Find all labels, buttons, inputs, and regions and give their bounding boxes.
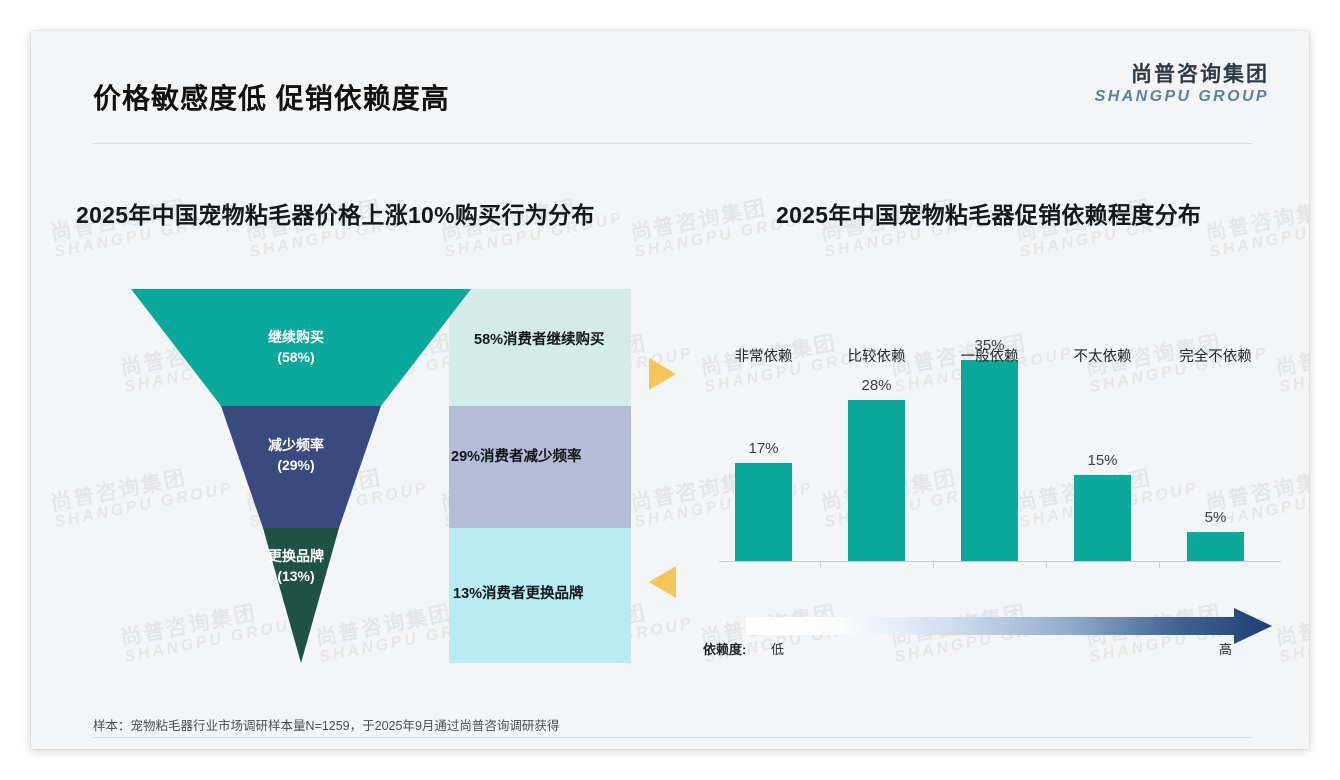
bar-category-label: 比较依赖 xyxy=(847,349,906,365)
logo-chinese-text: 尚普咨询集团 xyxy=(1131,63,1269,86)
bar-rect[interactable] xyxy=(735,463,792,561)
bar-value-label: 15% xyxy=(1087,452,1118,469)
bar-rect[interactable] xyxy=(848,400,905,561)
legend-low-label: 低 xyxy=(771,642,785,657)
page-title: 价格敏感度低 促销依赖度高 xyxy=(93,83,450,114)
bar-rect[interactable] xyxy=(961,360,1018,561)
gradient-arrow-shape xyxy=(746,608,1272,644)
slide-header: 价格敏感度低 促销依赖度高 尚普咨询集团 SHANGPU GROUP xyxy=(31,31,1309,144)
dependency-gradient-legend: 依赖度: 低 高 xyxy=(691,591,1301,681)
bar-column: 35% 一般依赖 xyxy=(947,331,1032,561)
gradient-arrow-svg xyxy=(746,608,1272,644)
bar-rect[interactable] xyxy=(1074,475,1131,561)
bar-category-label: 非常依赖 xyxy=(734,349,793,365)
legend-high-label: 高 xyxy=(1219,642,1233,657)
bar-value-label: 28% xyxy=(861,377,892,394)
bar-column: 15% 不太依赖 xyxy=(1060,331,1145,561)
bar-category-label: 完全不依赖 xyxy=(1179,349,1252,365)
dependency-bar-chart: 17% 非常依赖 28% 比较依赖 35% 一般依赖 15% 不太依赖 5% 完全不依赖 xyxy=(691,241,1301,621)
arrow-left-icon xyxy=(649,566,676,598)
axis-tick xyxy=(820,562,821,568)
funnel-panel-0 xyxy=(449,289,631,406)
funnel-segment-0 xyxy=(131,289,471,406)
axis-tick xyxy=(933,562,934,568)
funnel-chart: 继续购买 (58%) 减少频率 (29%) 更换品牌 (13%) 58%消费者继… xyxy=(31,31,676,749)
arrow-right-icon xyxy=(649,358,676,390)
bar-column: 17% 非常依赖 xyxy=(721,331,806,561)
right-chart-title: 2025年中国宠物粘毛器促销依赖程度分布 xyxy=(776,202,1202,228)
bar-value-label: 5% xyxy=(1204,509,1227,526)
axis-tick xyxy=(1046,562,1047,568)
bar-rect[interactable] xyxy=(1187,532,1244,561)
funnel-panel-2 xyxy=(449,528,631,663)
logo-english-text: SHANGPU GROUP xyxy=(1094,88,1269,106)
footer-divider xyxy=(93,737,1253,738)
sample-note: 样本：宠物粘毛器行业市场调研样本量N=1259，于2025年9月通过尚普咨询调研… xyxy=(93,719,560,733)
header-divider xyxy=(93,143,1253,144)
bar-category-label: 一般依赖 xyxy=(960,349,1019,365)
funnel-segment-1 xyxy=(221,406,381,528)
bar-category-label: 不太依赖 xyxy=(1073,349,1132,365)
axis-tick xyxy=(1159,562,1160,568)
chart-axis-line xyxy=(719,561,1281,562)
left-chart-title: 2025年中国宠物粘毛器价格上涨10%购买行为分布 xyxy=(76,202,595,228)
company-logo: 尚普咨询集团 SHANGPU GROUP xyxy=(1095,63,1269,106)
bar-value-label: 35% xyxy=(974,337,1005,354)
bar-column: 5% 完全不依赖 xyxy=(1173,331,1258,561)
funnel-segment-2 xyxy=(263,528,339,663)
legend-title: 依赖度: xyxy=(703,642,747,657)
funnel-svg xyxy=(131,289,676,663)
funnel-panel-1 xyxy=(449,406,631,528)
slide-card: 尚普咨询集团 SHANGPU GROUP 尚普咨询集团 SHANGPU GROUP 尚普… xyxy=(31,31,1309,749)
bar-column: 28% 比较依赖 xyxy=(834,331,919,561)
bar-value-label: 17% xyxy=(748,440,779,457)
